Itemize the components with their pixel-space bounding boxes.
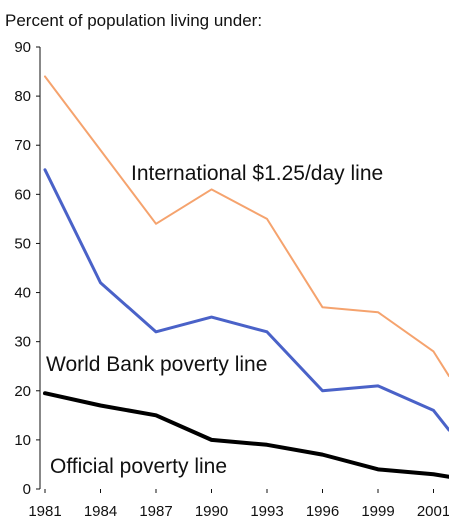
x-tick-label: 1996 bbox=[306, 503, 339, 520]
x-tick-label: 2001 bbox=[417, 503, 449, 520]
label-layer: International $1.25/day line World Bank p… bbox=[46, 162, 383, 478]
official-series-label: Official poverty line bbox=[50, 455, 227, 478]
x-tick-label: 1999 bbox=[361, 503, 394, 520]
y-tick-label: 60 bbox=[14, 186, 31, 203]
y-tick-label: 30 bbox=[14, 334, 31, 351]
y-tick-label: 80 bbox=[14, 88, 31, 105]
y-tick-label: 0 bbox=[23, 481, 31, 498]
official-series-line bbox=[43, 391, 449, 479]
x-tick-label: 1984 bbox=[84, 503, 117, 520]
axis-layer: 0 10 20 30 40 50 60 70 80 90 1981 1984 1987 1990 1993 1… bbox=[14, 39, 449, 520]
world-bank-series-label: World Bank poverty line bbox=[46, 353, 267, 376]
series-layer bbox=[43, 75, 449, 479]
x-tick-label: 1981 bbox=[28, 503, 61, 520]
y-tick-label: 40 bbox=[14, 285, 31, 302]
y-tick-label: 70 bbox=[14, 137, 31, 154]
x-tick-label: 1987 bbox=[139, 503, 172, 520]
y-tick-label: 50 bbox=[14, 235, 31, 252]
international-series-label: International $1.25/day line bbox=[131, 162, 383, 185]
x-tick-label: 1993 bbox=[250, 503, 283, 520]
x-tick-label: 1990 bbox=[195, 503, 228, 520]
y-tick-label: 10 bbox=[14, 432, 31, 449]
world-bank-series-line bbox=[43, 168, 449, 432]
y-tick-label: 90 bbox=[14, 39, 31, 56]
chart-title: Percent of population living under: bbox=[5, 11, 262, 30]
y-tick-label: 20 bbox=[14, 383, 31, 400]
international-series-line bbox=[44, 75, 449, 378]
